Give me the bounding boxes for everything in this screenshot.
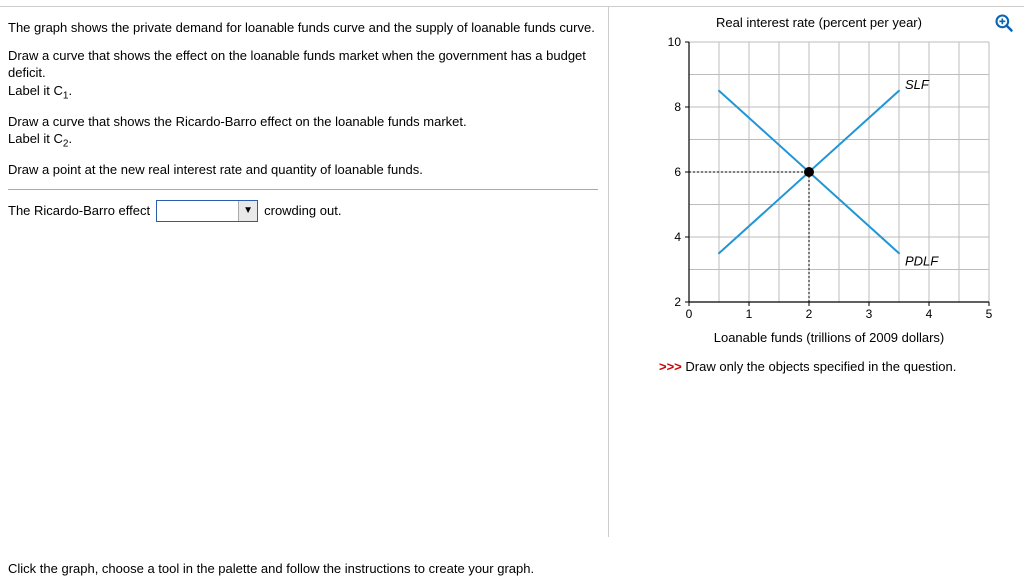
- svg-text:0: 0: [686, 307, 693, 321]
- c1-line1: Draw a curve that shows the effect on th…: [8, 48, 586, 81]
- ricardo-barro-dropdown[interactable]: ▼: [156, 200, 258, 222]
- bottom-instruction: Click the graph, choose a tool in the pa…: [8, 561, 808, 576]
- right-panel: Real interest rate (percent per year) 0 1…: [609, 7, 1024, 537]
- svg-text:6: 6: [674, 165, 681, 179]
- chart-area[interactable]: 0 1 2 3 4 5 2 4 6 8 10 SLF PDLF: [659, 36, 999, 326]
- svg-text:8: 8: [674, 100, 681, 114]
- chart-svg[interactable]: 0 1 2 3 4 5 2 4 6 8 10 SLF PDLF: [659, 36, 999, 326]
- svg-text:4: 4: [674, 230, 681, 244]
- c2-label-b: .: [68, 131, 72, 146]
- zoom-icon[interactable]: [994, 13, 1014, 33]
- svg-text:PDLF: PDLF: [905, 253, 939, 268]
- svg-text:3: 3: [866, 307, 873, 321]
- section-divider: [8, 189, 598, 190]
- draw-hint: >>> Draw only the objects specified in t…: [659, 359, 1014, 374]
- left-panel: The graph shows the private demand for l…: [0, 7, 609, 537]
- instruction-point: Draw a point at the new real interest ra…: [8, 161, 598, 179]
- chart-y-title: Real interest rate (percent per year): [649, 15, 989, 30]
- svg-text:4: 4: [926, 307, 933, 321]
- c1-label-b: .: [68, 83, 72, 98]
- hint-text: Draw only the objects specified in the q…: [682, 359, 957, 374]
- svg-text:2: 2: [806, 307, 813, 321]
- intro-text: The graph shows the private demand for l…: [8, 19, 598, 37]
- svg-text:SLF: SLF: [905, 77, 930, 92]
- main-container: The graph shows the private demand for l…: [0, 7, 1024, 537]
- svg-text:2: 2: [674, 295, 681, 309]
- instruction-c2: Draw a curve that shows the Ricardo-Barr…: [8, 113, 598, 152]
- dropdown-arrow-icon: ▼: [238, 201, 257, 221]
- fill-in-prefix: The Ricardo-Barro effect: [8, 203, 150, 218]
- c2-line1: Draw a curve that shows the Ricardo-Barr…: [8, 114, 467, 129]
- chart-x-title: Loanable funds (trillions of 2009 dollar…: [659, 330, 999, 345]
- svg-text:1: 1: [746, 307, 753, 321]
- c1-label-a: Label it C: [8, 83, 63, 98]
- top-separator: [0, 0, 1024, 7]
- c2-label-a: Label it C: [8, 131, 63, 146]
- svg-text:5: 5: [986, 307, 993, 321]
- fill-in-row: The Ricardo-Barro effect ▼ crowding out.: [8, 200, 598, 222]
- svg-text:10: 10: [668, 36, 682, 49]
- fill-in-suffix: crowding out.: [264, 203, 341, 218]
- instruction-c1: Draw a curve that shows the effect on th…: [8, 47, 598, 103]
- hint-arrows: >>>: [659, 359, 682, 374]
